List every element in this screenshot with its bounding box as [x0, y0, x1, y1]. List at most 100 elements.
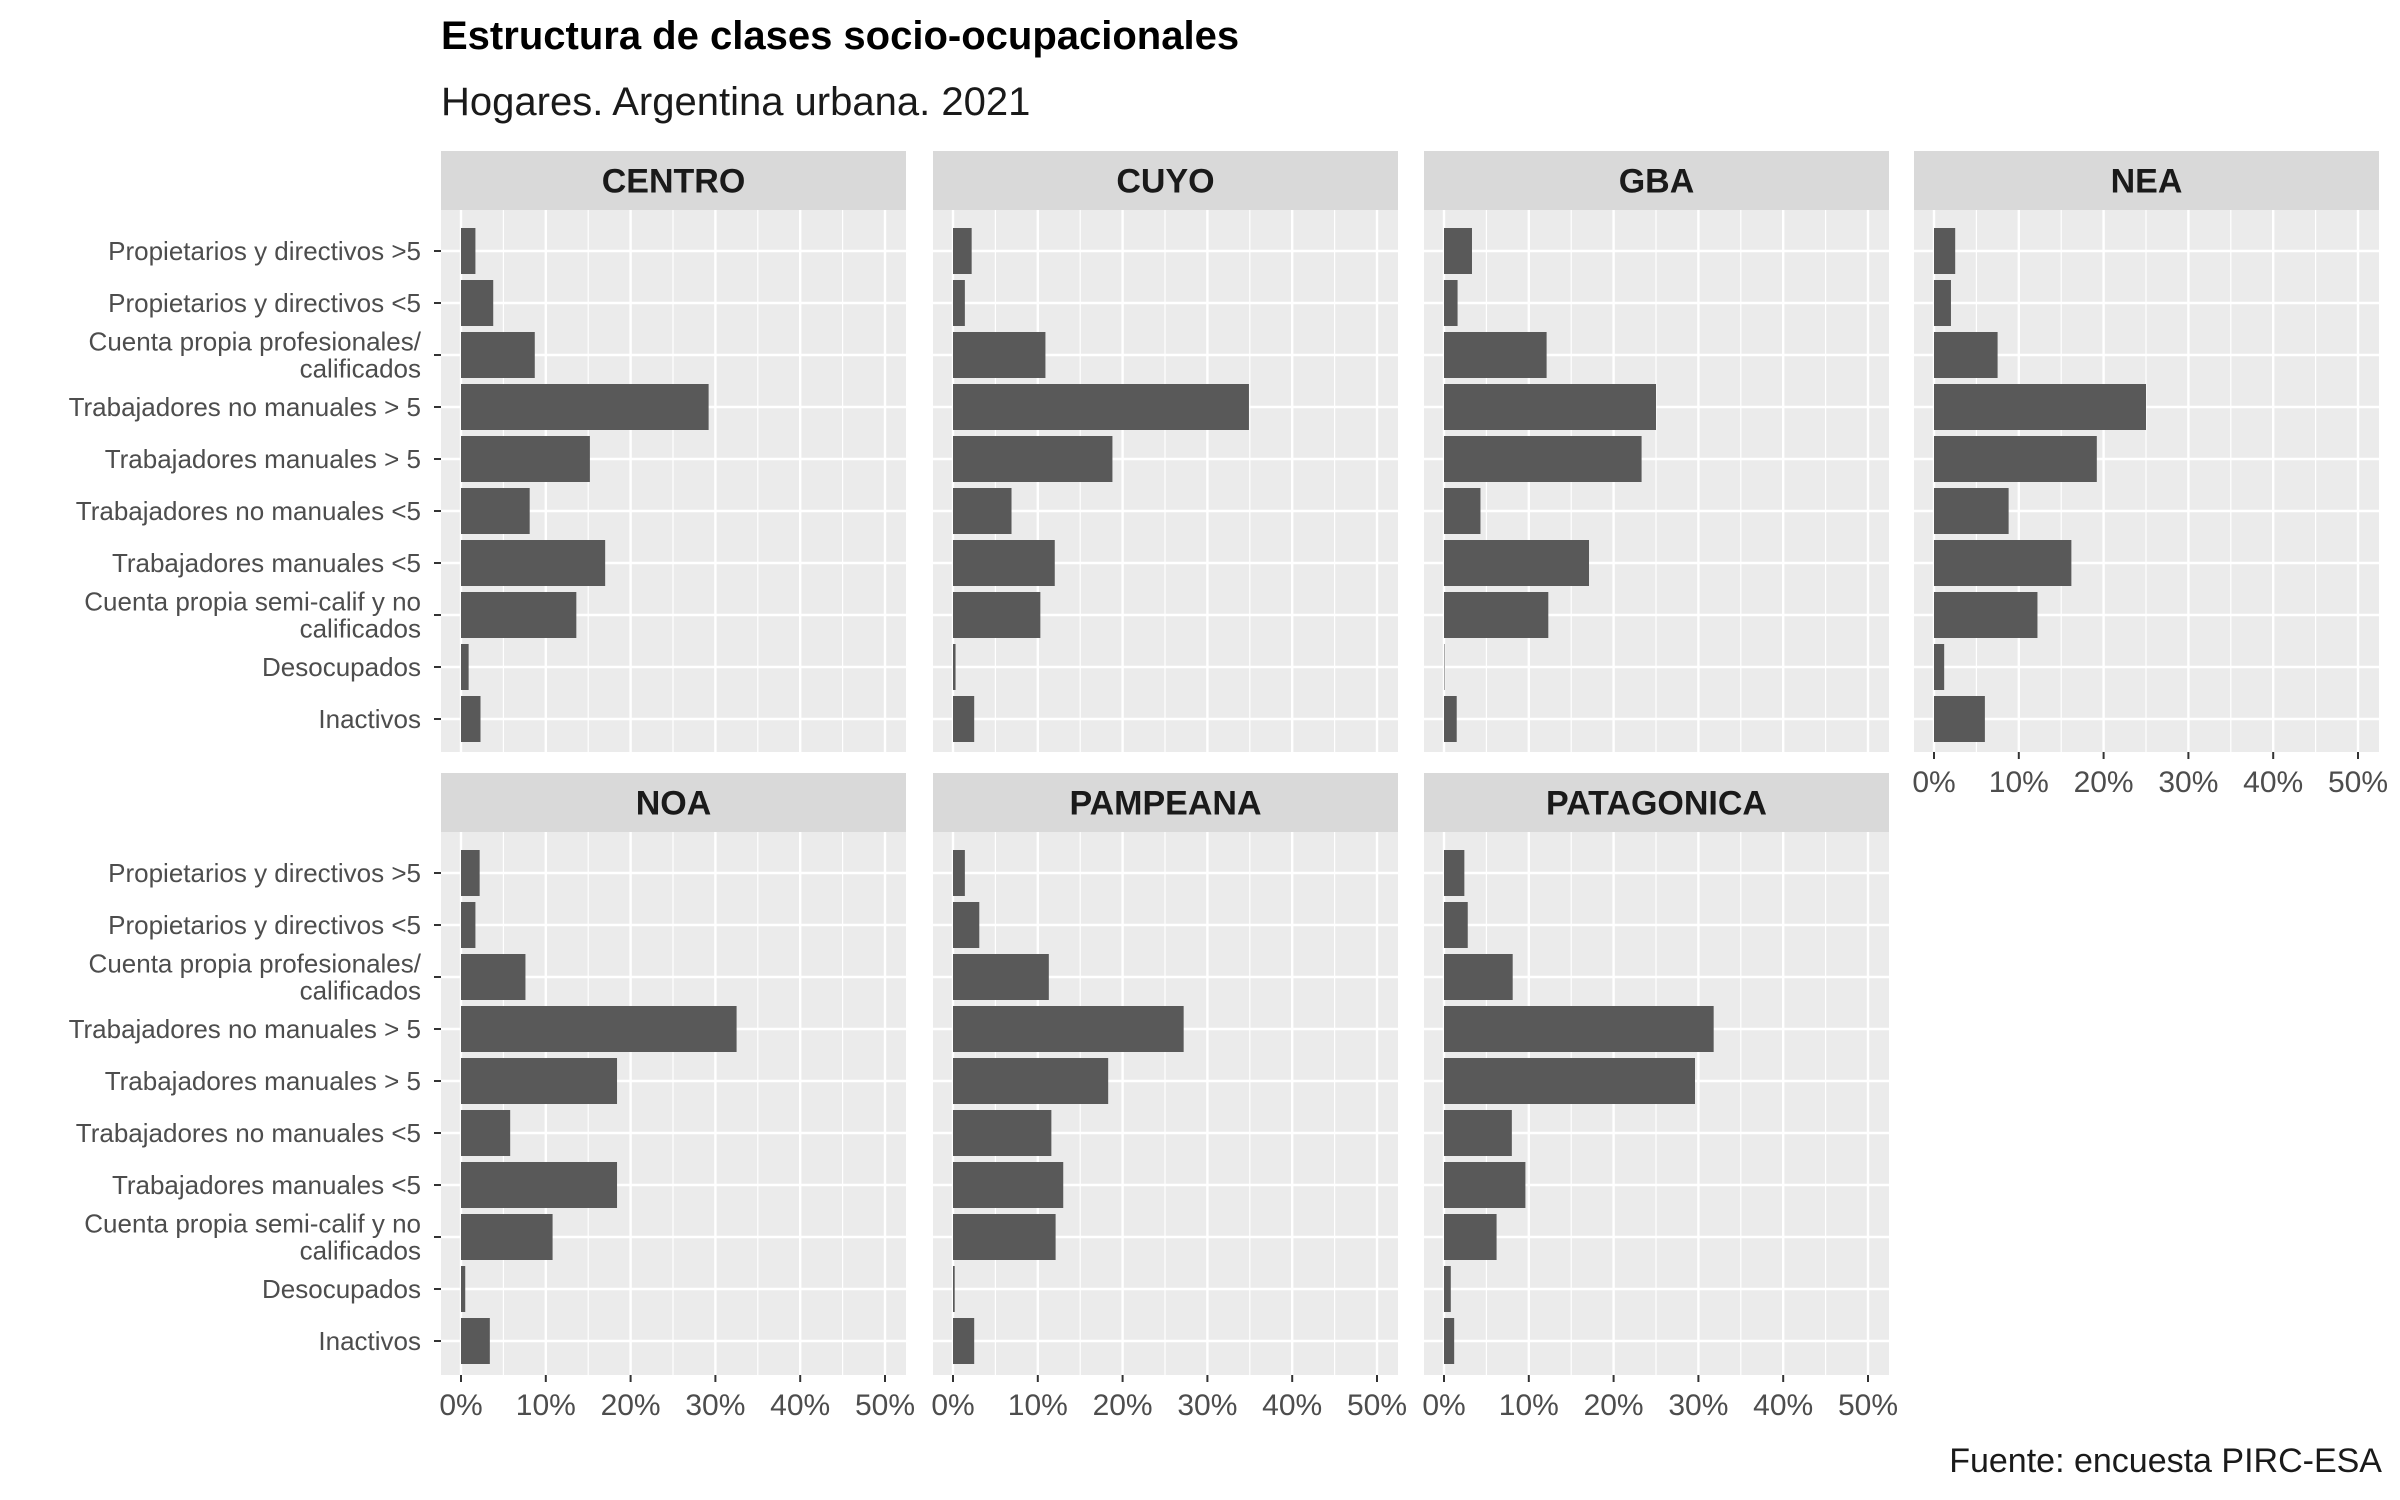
y-tick-label: Inactivos [318, 704, 421, 734]
bar-cuyo-8 [953, 644, 956, 690]
y-tick-label: Trabajadores no manuales > 5 [69, 392, 421, 422]
bar-pampeana-0 [953, 850, 965, 896]
facet-label-patagonica: PATAGONICA [1546, 785, 1767, 823]
bar-noa-2 [461, 954, 526, 1000]
x-tick-label: 30% [685, 1389, 745, 1422]
facet-label-noa: NOA [636, 785, 712, 823]
facet-strip-centro [441, 151, 906, 210]
bar-noa-7 [461, 1214, 553, 1260]
bar-noa-0 [461, 850, 480, 896]
bar-centro-6 [461, 540, 606, 586]
bar-cuyo-4 [953, 436, 1113, 482]
y-tick-label: calificados [300, 354, 421, 384]
bar-noa-1 [461, 902, 476, 948]
y-tick-label: Trabajadores no manuales > 5 [69, 1014, 421, 1044]
facet-strip-nea [1914, 151, 2379, 210]
bar-patagonica-9 [1444, 1318, 1455, 1364]
y-tick-label: Cuenta propia profesionales/ [89, 949, 422, 979]
bar-gba-3 [1444, 384, 1656, 430]
bar-gba-7 [1444, 592, 1549, 638]
bar-pampeana-1 [953, 902, 980, 948]
bar-nea-6 [1934, 540, 2072, 586]
bar-nea-3 [1934, 384, 2146, 430]
facet-strip-cuyo [933, 151, 1398, 210]
chart-caption: Fuente: encuesta PIRC-ESA [1949, 1442, 2382, 1480]
bar-cuyo-2 [953, 332, 1046, 378]
bar-patagonica-1 [1444, 902, 1468, 948]
x-tick-label: 40% [1262, 1389, 1322, 1422]
y-tick-label: Desocupados [262, 652, 421, 682]
bar-pampeana-9 [953, 1318, 975, 1364]
x-tick-label: 30% [1177, 1389, 1237, 1422]
bar-patagonica-5 [1444, 1110, 1512, 1156]
x-tick-label: 0% [1422, 1389, 1465, 1422]
bar-pampeana-3 [953, 1006, 1184, 1052]
x-tick-label: 20% [1584, 1389, 1644, 1422]
bar-centro-2 [461, 332, 535, 378]
bar-gba-1 [1444, 280, 1458, 326]
bar-cuyo-9 [953, 696, 975, 742]
facet-strip-patagonica [1424, 773, 1889, 832]
bar-centro-0 [461, 228, 476, 274]
bar-gba-9 [1444, 696, 1457, 742]
bar-pampeana-2 [953, 954, 1049, 1000]
bar-patagonica-6 [1444, 1162, 1526, 1208]
x-tick-label: 40% [1753, 1389, 1813, 1422]
bar-cuyo-6 [953, 540, 1055, 586]
bar-gba-2 [1444, 332, 1547, 378]
bar-cuyo-1 [953, 280, 965, 326]
x-tick-label: 0% [439, 1389, 482, 1422]
facet-strip-gba [1424, 151, 1889, 210]
bar-centro-8 [461, 644, 469, 690]
y-tick-label: Trabajadores manuales <5 [112, 548, 421, 578]
x-tick-label: 50% [855, 1389, 915, 1422]
x-tick-label: 10% [1989, 766, 2049, 799]
bar-pampeana-4 [953, 1058, 1109, 1104]
bar-noa-9 [461, 1318, 490, 1364]
bar-pampeana-8 [953, 1266, 955, 1312]
chart-title: Estructura de clases socio-ocupacionales [441, 14, 1240, 58]
bar-nea-4 [1934, 436, 2097, 482]
bar-cuyo-0 [953, 228, 972, 274]
x-tick-label: 20% [2074, 766, 2134, 799]
y-tick-label: Trabajadores no manuales <5 [76, 496, 421, 526]
y-tick-label: calificados [300, 614, 421, 644]
x-tick-label: 50% [1838, 1389, 1898, 1422]
bar-noa-4 [461, 1058, 618, 1104]
facet-label-cuyo: CUYO [1116, 163, 1214, 201]
x-tick-label: 20% [1093, 1389, 1153, 1422]
y-tick-label: Trabajadores manuales > 5 [105, 1066, 421, 1096]
y-tick-label: Cuenta propia semi-calif y no [84, 587, 421, 617]
bar-pampeana-7 [953, 1214, 1056, 1260]
bar-centro-1 [461, 280, 494, 326]
y-tick-label: Trabajadores manuales <5 [112, 1170, 421, 1200]
bar-patagonica-3 [1444, 1006, 1714, 1052]
x-tick-label: 0% [1912, 766, 1955, 799]
x-tick-label: 30% [2158, 766, 2218, 799]
facet-strip-noa [441, 773, 906, 832]
bar-cuyo-3 [953, 384, 1249, 430]
bar-nea-9 [1934, 696, 1985, 742]
bar-centro-5 [461, 488, 530, 534]
bar-noa-3 [461, 1006, 737, 1052]
y-tick-label: calificados [300, 976, 421, 1006]
bar-gba-4 [1444, 436, 1642, 482]
bar-nea-1 [1934, 280, 1951, 326]
y-tick-label: Desocupados [262, 1274, 421, 1304]
x-tick-label: 20% [601, 1389, 661, 1422]
facet-label-nea: NEA [2111, 163, 2183, 201]
y-tick-label: Propietarios y directivos <5 [108, 910, 421, 940]
bar-nea-8 [1934, 644, 1945, 690]
bar-centro-3 [461, 384, 709, 430]
bar-gba-5 [1444, 488, 1481, 534]
bar-noa-8 [461, 1266, 466, 1312]
bar-gba-8 [1444, 644, 1445, 690]
bar-gba-6 [1444, 540, 1590, 586]
y-tick-label: Trabajadores manuales > 5 [105, 444, 421, 474]
y-tick-label: Cuenta propia profesionales/ [89, 327, 422, 357]
bar-nea-5 [1934, 488, 2009, 534]
x-tick-label: 10% [1499, 1389, 1559, 1422]
bar-pampeana-6 [953, 1162, 1064, 1208]
facet-strip-pampeana [933, 773, 1398, 832]
